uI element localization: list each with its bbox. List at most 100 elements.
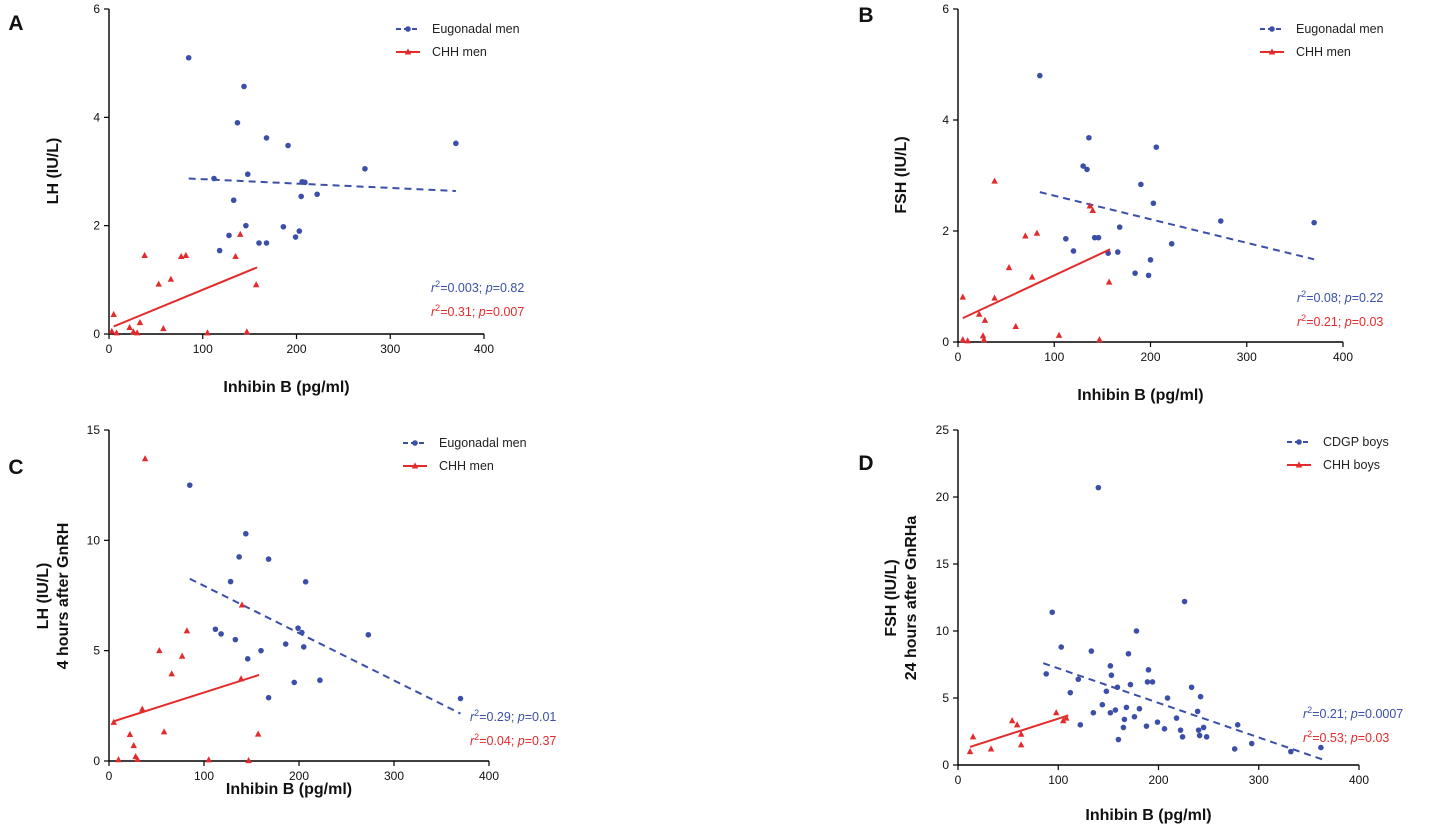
series-eugonadal-men (1037, 72, 1317, 279)
data-point (1248, 740, 1255, 747)
x-tick-label: 200 (286, 342, 306, 356)
data-point (991, 177, 998, 184)
legend-label: Eugonadal men (432, 22, 520, 36)
stat-part: 2 (435, 279, 440, 289)
data-point (1075, 676, 1082, 683)
stat-part: =0.0007 (1358, 707, 1404, 721)
data-point (1318, 744, 1324, 751)
stat-annotation: r2=0.003; p=0.82 (431, 279, 524, 295)
data-point (1116, 224, 1123, 230)
data-point (1231, 746, 1238, 752)
stat-part: =0.003; (440, 281, 486, 295)
stat-part: 2 (1301, 313, 1306, 323)
stat-part: p (517, 710, 525, 724)
data-point (1196, 732, 1203, 739)
regression-line (1039, 191, 1315, 261)
data-point (292, 234, 299, 240)
stat-part: =0.31; (440, 305, 479, 319)
data-point (1164, 695, 1171, 701)
data-point (1017, 741, 1025, 748)
x-tick-label: 300 (1237, 350, 1257, 364)
data-point (232, 636, 239, 643)
data-point (1168, 240, 1175, 247)
x-tick-label: 100 (193, 342, 213, 356)
data-point (1133, 628, 1140, 634)
stat-part: =0.03 (1358, 731, 1390, 745)
stat-part: r (1303, 731, 1308, 745)
data-point (1080, 163, 1086, 169)
data-point (216, 247, 223, 254)
y-tick-label: 25 (936, 423, 950, 437)
stat-part: =0.21; (1312, 707, 1351, 721)
data-point (244, 171, 251, 178)
data-point (243, 328, 251, 335)
data-point (1144, 679, 1151, 685)
data-point (1115, 736, 1122, 743)
data-point (1203, 734, 1210, 740)
x-tick-label: 0 (106, 769, 113, 783)
data-point (1120, 724, 1127, 731)
data-point (1234, 722, 1241, 728)
data-point (280, 223, 287, 230)
data-point (212, 626, 219, 633)
data-point (302, 579, 309, 585)
data-point (1125, 650, 1132, 657)
y-axis-label: LH (IU/L) (45, 138, 62, 205)
x-tick-label: 0 (106, 342, 113, 356)
data-point (1005, 264, 1013, 271)
y-axis-label-line: 4 hours after GnRH (55, 523, 72, 670)
data-point (362, 165, 368, 172)
data-point (265, 694, 272, 701)
data-point (183, 627, 191, 634)
regression-line (113, 673, 260, 723)
data-point (1143, 723, 1150, 729)
data-point (1077, 722, 1084, 728)
stat-part: r (470, 710, 475, 724)
data-point (1089, 206, 1096, 213)
x-tick-label: 400 (1349, 773, 1369, 787)
x-tick-label: 300 (380, 342, 400, 356)
stat-part: r (470, 734, 475, 748)
x-axis-label: Inhibin B (pg/ml) (223, 379, 349, 396)
series-eugonadal-men (186, 482, 464, 715)
data-point (966, 748, 974, 755)
data-point (256, 240, 262, 246)
data-point (1096, 336, 1103, 343)
data-point (1147, 257, 1154, 263)
data-point (1090, 709, 1097, 716)
data-point (227, 578, 234, 585)
data-point (1013, 721, 1021, 728)
y-axis-label-line: FSH (IU/L) (893, 136, 910, 213)
data-point (1099, 701, 1106, 708)
data-point (1217, 218, 1224, 224)
stat-part: =0.08; (1306, 291, 1345, 305)
y-axis-label-line: 24 hours after GnRHa (903, 516, 920, 681)
stat-part: p (1350, 731, 1358, 745)
data-point (1194, 708, 1201, 715)
panel-d: D 0 100 200 300 400 0 5 10 15 20 25 Inhibin B (pg/ml… (858, 423, 1403, 824)
data-point (182, 251, 190, 258)
panel-label: A (8, 12, 23, 35)
data-point (1131, 713, 1138, 720)
data-point (1173, 715, 1180, 721)
data-point (1145, 667, 1152, 673)
regression-line (969, 714, 1069, 748)
stat-part: r (1303, 707, 1308, 721)
data-point (1063, 714, 1070, 721)
panel-label: B (858, 4, 873, 27)
data-point (1058, 644, 1065, 650)
series-chh-boys (966, 709, 1070, 755)
stat-part: =0.007 (486, 305, 525, 319)
stat-annotation: r2=0.21; p=0.03 (1297, 313, 1383, 329)
x-axis-label: Inhibin B (pg/ml) (1077, 387, 1203, 404)
data-point (1288, 748, 1294, 755)
x-tick-label: 100 (194, 769, 214, 783)
regression-line (189, 577, 461, 715)
data-point (969, 733, 977, 740)
data-point (1063, 235, 1069, 242)
stat-part: 2 (474, 708, 479, 718)
data-point (1107, 663, 1114, 669)
series-chh-men (110, 455, 262, 764)
x-tick-label: 0 (955, 773, 962, 787)
stat-part: p (1350, 707, 1358, 721)
